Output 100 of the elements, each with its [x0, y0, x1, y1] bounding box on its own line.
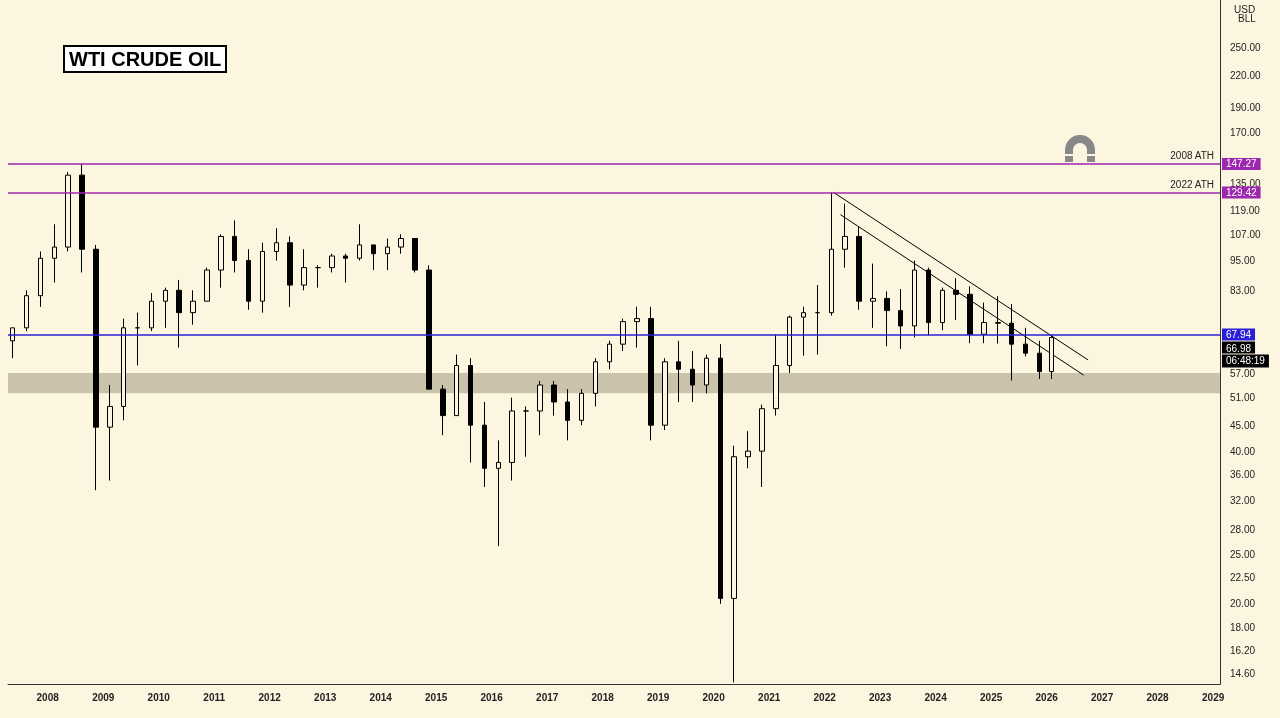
- text: WTI CRUDE OIL: [69, 48, 222, 70]
- candlestick: [898, 288, 903, 350]
- y-tick-label: 95.00: [1230, 255, 1256, 267]
- candlestick: [759, 404, 765, 488]
- y-tick-label: 83.00: [1230, 284, 1256, 296]
- candlestick: [620, 318, 626, 352]
- candlestick: [579, 388, 584, 426]
- x-tick-label: 2011: [203, 691, 226, 703]
- annotation: 147.27: [1226, 158, 1258, 170]
- candlestick: [149, 292, 154, 332]
- candlestick: [967, 285, 973, 344]
- y-tick-label: 45.00: [1230, 419, 1256, 431]
- candlestick: [38, 250, 43, 308]
- y-tick-label: 18.00: [1230, 621, 1256, 633]
- x-tick-label: 2029: [1202, 691, 1225, 703]
- candlestick: [190, 289, 196, 326]
- y-tick-label: 28.00: [1230, 524, 1256, 536]
- candlestick: [329, 253, 335, 273]
- candlestick: [260, 242, 265, 314]
- x-tick-label: 2014: [369, 691, 393, 703]
- candlestick: [496, 439, 501, 547]
- candlestick: [731, 445, 737, 683]
- candlestick: [801, 306, 806, 357]
- candlestick: [232, 219, 237, 273]
- candlestick: [204, 267, 210, 302]
- x-tick-label: 2018: [591, 691, 615, 703]
- candlestick: [912, 260, 917, 338]
- candlestick: [246, 248, 251, 311]
- y-tick-label: 51.00: [1230, 392, 1256, 404]
- annotation: 67.94: [1226, 328, 1252, 340]
- y-tick-label: 32.00: [1230, 494, 1256, 506]
- candlestick: [371, 244, 376, 271]
- x-tick-label: 2025: [980, 691, 1003, 703]
- candlestick: [537, 380, 543, 436]
- candlestick: [593, 357, 598, 407]
- x-tick-label: 2009: [92, 691, 115, 703]
- candlestick: [523, 405, 529, 458]
- candlestick: [426, 264, 432, 390]
- x-tick-label: 2015: [425, 691, 448, 703]
- y-axis-title: USD: [1234, 3, 1256, 15]
- candlestick: [287, 235, 293, 308]
- candlestick: [718, 343, 723, 605]
- candlestick: [301, 248, 307, 291]
- candlestick: [926, 267, 931, 336]
- y-tick-label: 40.00: [1230, 445, 1256, 457]
- candlestick: [52, 223, 57, 283]
- x-tick-label: 2024: [924, 691, 948, 703]
- ref-line-label: 2022 ATH: [1170, 178, 1214, 190]
- candlestick: [634, 306, 640, 349]
- text: BLL: [1238, 12, 1257, 24]
- candlestick: [773, 334, 779, 417]
- y-tick-label: 119.00: [1230, 205, 1261, 217]
- candlestick: [412, 238, 418, 273]
- x-tick-label: 2010: [147, 691, 171, 703]
- text: 06:48:19: [1226, 354, 1266, 366]
- y-tick-label: 16.20: [1230, 644, 1256, 656]
- candlestick: [135, 312, 140, 367]
- y-tick-label: 107.00: [1230, 228, 1262, 240]
- y-tick-label: 57.00: [1230, 367, 1256, 379]
- candlestick: [357, 223, 362, 262]
- candlestick: [648, 306, 654, 441]
- candlestick: [218, 233, 224, 289]
- candlestick: [468, 357, 473, 463]
- candlestick: [745, 430, 751, 469]
- candlestick: [107, 384, 113, 482]
- text: 66.98: [1226, 342, 1252, 354]
- candlestick: [121, 318, 126, 421]
- candlestick: [995, 295, 1001, 344]
- candlestick: [815, 284, 820, 356]
- candlestick: [551, 380, 557, 417]
- candlestick: [565, 388, 570, 441]
- x-tick-label: 2027: [1090, 691, 1114, 703]
- x-tick-label: 2028: [1146, 691, 1170, 703]
- candlestick: [343, 253, 348, 283]
- candlestick: [829, 191, 834, 317]
- y-tick-label: 250.00: [1230, 41, 1262, 53]
- candlestick: [676, 340, 681, 403]
- y-tick-label: 190.00: [1230, 102, 1262, 114]
- candlestick: [24, 289, 29, 332]
- x-tick-label: 2023: [868, 691, 892, 703]
- candlestick: [482, 401, 487, 488]
- x-tick-label: 2013: [314, 691, 337, 703]
- y-tick-label: 135.00: [1230, 177, 1262, 189]
- x-tick-label: 2019: [647, 691, 670, 703]
- x-tick-label: 2021: [758, 691, 781, 703]
- candlestick: [385, 238, 390, 271]
- candlestick: [398, 233, 404, 255]
- y-tick-label: 20.00: [1230, 598, 1256, 610]
- candlestick: [704, 354, 709, 394]
- candlestick: [870, 263, 876, 329]
- y-tick-label: 220.00: [1230, 70, 1262, 82]
- candlestick: [884, 290, 890, 347]
- candlestick: [93, 244, 99, 491]
- y-tick-label: 25.00: [1230, 549, 1256, 561]
- candlestick: [79, 163, 85, 273]
- candlestick: [176, 279, 182, 349]
- candlestick: [1023, 327, 1028, 357]
- x-tick-label: 2020: [702, 691, 726, 703]
- candlestick: [163, 287, 168, 329]
- candlestick: [454, 354, 459, 417]
